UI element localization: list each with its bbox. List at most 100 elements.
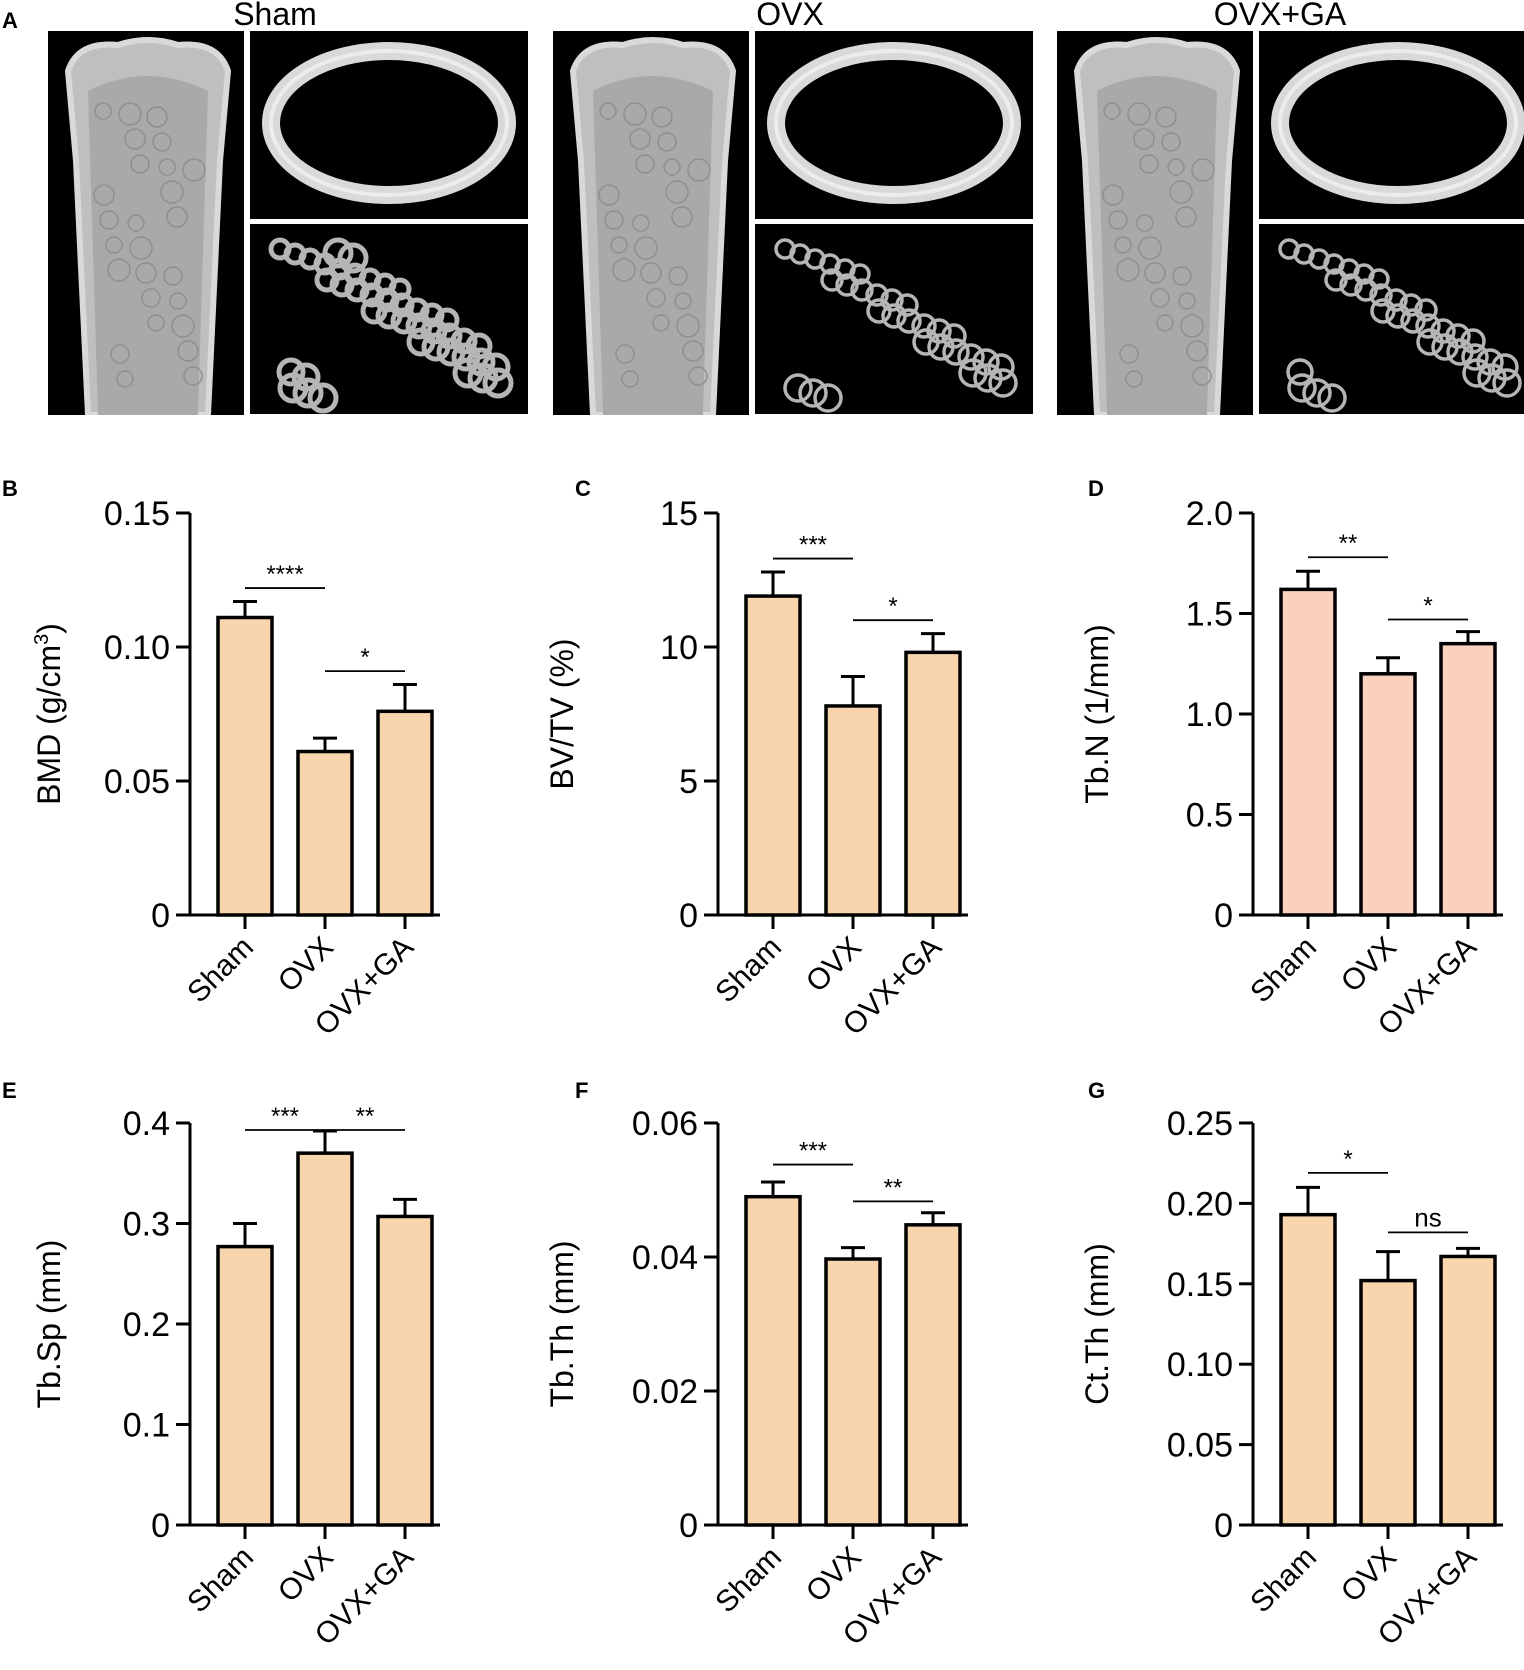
cortical-ring-image	[755, 31, 1033, 219]
y-tick-label: 0	[1214, 1507, 1233, 1545]
y-axis-label: BMD (g/cm3)	[31, 623, 67, 805]
significance-label: ns	[1414, 1202, 1441, 1232]
significance-label: **	[1339, 530, 1358, 557]
x-tick-label: Sham	[181, 931, 260, 1010]
y-tick-label: 0.2	[123, 1306, 170, 1344]
significance-label: ****	[266, 561, 303, 588]
y-tick-label: 0.02	[632, 1373, 698, 1411]
y-tick-label: 5	[679, 763, 698, 801]
cortical-ring-image	[1259, 31, 1524, 219]
bar	[216, 1244, 274, 1527]
x-tick-label: Sham	[709, 1541, 788, 1620]
panel-label: B	[2, 476, 18, 501]
y-tick-label: 0	[151, 897, 170, 935]
x-tick-label: OVX	[1335, 1541, 1403, 1609]
bar	[1279, 1212, 1337, 1527]
group-title: OVX+GA	[1213, 0, 1347, 32]
y-tick-label: 0	[679, 897, 698, 935]
y-tick-label: 0.06	[632, 1105, 698, 1143]
bar	[1439, 641, 1497, 917]
y-tick-label: 0.04	[632, 1239, 698, 1277]
significance-label: *	[1343, 1146, 1352, 1173]
panel-label: F	[575, 1078, 589, 1103]
significance-label: ***	[799, 1138, 827, 1165]
x-tick-label: OVX	[1335, 931, 1403, 999]
bar	[1359, 1278, 1417, 1527]
y-tick-label: 0.20	[1167, 1185, 1233, 1223]
x-tick-label: Sham	[709, 931, 788, 1010]
x-tick-label: Sham	[181, 1541, 260, 1620]
y-axis-label: BV/TV (%)	[544, 638, 580, 789]
y-tick-label: 0.4	[123, 1105, 170, 1143]
bar	[1359, 672, 1417, 917]
y-tick-label: 0.05	[1167, 1427, 1233, 1465]
panel-label: E	[2, 1078, 17, 1103]
x-tick-label: Sham	[1244, 1541, 1323, 1620]
bar	[1439, 1254, 1497, 1527]
y-tick-label: 0.3	[123, 1206, 170, 1244]
y-tick-label: 0.5	[1186, 797, 1233, 835]
y-tick-label: 0	[1214, 897, 1233, 935]
y-axis-label: Tb.Sp (mm)	[31, 1240, 67, 1409]
femur-longitudinal-image	[553, 31, 749, 415]
y-axis-label: Ct.Th (mm)	[1079, 1243, 1115, 1405]
bar	[904, 1223, 962, 1527]
y-tick-label: 0	[151, 1507, 170, 1545]
bar	[296, 749, 354, 917]
bar	[296, 1151, 354, 1527]
significance-label: *	[360, 644, 369, 671]
group-title: OVX	[756, 0, 824, 32]
y-axis-label: Tb.N (1/mm)	[1079, 624, 1115, 804]
y-tick-label: 1.0	[1186, 696, 1233, 734]
y-tick-label: 0.05	[104, 763, 170, 801]
significance-label: *	[888, 593, 897, 620]
significance-label: **	[356, 1103, 375, 1130]
y-axis-label: Tb.Th (mm)	[544, 1240, 580, 1407]
y-tick-label: 1.5	[1186, 596, 1233, 634]
cortical-ring-image	[250, 31, 528, 219]
x-tick-label: OVX	[800, 1541, 868, 1609]
y-tick-label: 0.15	[104, 495, 170, 533]
bar	[376, 709, 434, 917]
panel-label-a: A	[2, 8, 18, 33]
femur-longitudinal-image	[48, 31, 244, 415]
y-tick-label: 2.0	[1186, 495, 1233, 533]
y-tick-label: 0	[679, 1507, 698, 1545]
bar	[744, 1194, 802, 1527]
y-tick-label: 0.10	[104, 629, 170, 667]
group-title: Sham	[233, 0, 317, 32]
bar	[824, 704, 882, 917]
x-tick-label: OVX	[800, 931, 868, 999]
y-tick-label: 15	[660, 495, 698, 533]
y-tick-label: 0.25	[1167, 1105, 1233, 1143]
femur-longitudinal-image	[1057, 31, 1253, 415]
bar	[744, 594, 802, 917]
significance-label: *	[1423, 593, 1432, 620]
y-tick-label: 0.15	[1167, 1266, 1233, 1304]
y-tick-label: 0.1	[123, 1407, 170, 1445]
x-tick-label: OVX	[272, 1541, 340, 1609]
y-tick-label: 10	[660, 629, 698, 667]
trabecular-network-image	[250, 224, 528, 414]
panel-label: G	[1088, 1078, 1106, 1103]
x-tick-label: Sham	[1244, 931, 1323, 1010]
significance-label: ***	[271, 1103, 299, 1130]
bar	[824, 1257, 882, 1527]
bar	[1279, 587, 1337, 917]
x-tick-label: OVX	[272, 931, 340, 999]
trabecular-network-image	[755, 224, 1033, 414]
trabecular-network-image	[1259, 224, 1524, 414]
significance-label: ***	[799, 532, 827, 559]
significance-label: **	[884, 1174, 903, 1201]
panel-label: C	[575, 476, 591, 501]
bar	[216, 615, 274, 917]
y-tick-label: 0.10	[1167, 1346, 1233, 1384]
panel-label: D	[1088, 476, 1104, 501]
bar	[904, 650, 962, 917]
